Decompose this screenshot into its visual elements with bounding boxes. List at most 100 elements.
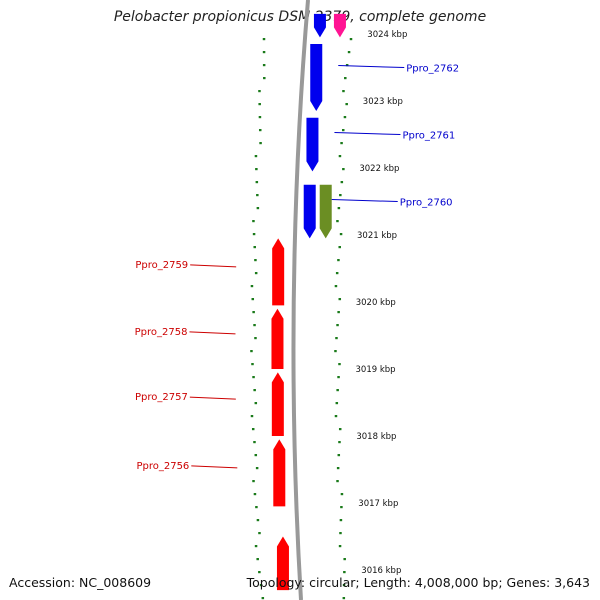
gene-features	[271, 13, 346, 591]
left-track-dot	[253, 441, 256, 444]
tick-label: 3016 kbp	[361, 566, 401, 576]
right-track-dot	[334, 350, 337, 353]
right-track-dot	[342, 597, 346, 600]
left-track-dot	[256, 194, 259, 197]
genome-backbone	[291, 0, 310, 600]
left-track-dot	[258, 571, 261, 574]
left-track-dot	[254, 337, 257, 340]
right-track-dot	[347, 51, 351, 54]
map-title: Pelobacter propionicus DSM 2379, complet…	[113, 9, 487, 25]
genome-summary-text: Topology: circular; Length: 4,008,000 bp…	[246, 575, 590, 590]
unlabeled-cds[interactable]	[313, 13, 326, 38]
left-track-dot	[254, 454, 258, 457]
right-track-dot	[340, 506, 343, 509]
accession-text: Accession: NC_008609	[9, 575, 152, 590]
gene-arrow-ppro_2758[interactable]	[271, 308, 284, 369]
tick-label: 3024 kbp	[367, 30, 407, 40]
left-track-dot	[263, 77, 266, 80]
right-track-dot	[341, 129, 345, 132]
gene-label-ppro_2756[interactable]: Ppro_2756	[136, 461, 189, 472]
gene-label-ppro_2758[interactable]: Ppro_2758	[135, 327, 188, 338]
left-track-dot	[258, 116, 262, 119]
left-track-dot	[258, 90, 261, 93]
left-track-dot	[255, 181, 259, 184]
tick-label: 3017 kbp	[358, 499, 398, 509]
gene-arrow-ppro_2760[interactable]	[303, 184, 316, 239]
tick-label: 3023 kbp	[363, 97, 403, 107]
right-track-dot	[339, 194, 342, 197]
right-track-dot	[338, 545, 342, 548]
left-track-dot	[261, 597, 265, 600]
left-track-dot	[254, 155, 258, 158]
right-track-dot	[338, 246, 341, 249]
left-track-dot	[255, 506, 258, 509]
right-track-dot	[344, 77, 347, 80]
left-track-dot	[254, 272, 258, 275]
left-track-dot	[262, 51, 266, 54]
right-track-dot	[337, 259, 340, 262]
left-track-dot	[250, 415, 254, 418]
left-track-dot	[251, 363, 254, 366]
right-track-dot	[338, 298, 342, 301]
right-track-dot	[340, 181, 344, 184]
left-track-dot	[250, 350, 253, 353]
gene-arrow-ppro_2761[interactable]	[306, 117, 319, 172]
gene-label-ppro_2761[interactable]: Ppro_2761	[402, 131, 455, 142]
tick-label: 3022 kbp	[359, 164, 399, 174]
tick-label: 3019 kbp	[356, 365, 396, 375]
left-track-dot	[254, 259, 257, 262]
left-track-dot	[255, 168, 258, 171]
left-track-dot	[252, 480, 255, 483]
left-track-dot	[253, 389, 256, 392]
left-track-dot	[258, 103, 261, 106]
left-track-dot	[258, 129, 262, 132]
left-track-dot	[259, 142, 262, 145]
gene-label-ppro_2762[interactable]: Ppro_2762	[406, 64, 459, 75]
left-track-dot	[251, 298, 255, 301]
gene-arrow-ppro_2762[interactable]	[310, 44, 323, 112]
right-track-dot	[338, 428, 342, 431]
gene-label-ppro_2757[interactable]: Ppro_2757	[135, 392, 188, 403]
gene-labels: Ppro_2762 Ppro_2761 Ppro_2760 Ppro_2759 Ppro…	[135, 64, 459, 472]
gene-arrow-ppro_2757[interactable]	[271, 372, 284, 436]
unlabeled-magenta-feature[interactable]	[333, 13, 346, 38]
right-track-dot	[343, 116, 347, 119]
left-track-dot	[252, 311, 255, 314]
left-track-dot	[252, 233, 256, 236]
right-track-dot	[340, 493, 344, 496]
left-track-dot	[259, 584, 263, 587]
right-track-dot	[335, 402, 339, 405]
right-track-dot	[339, 519, 343, 522]
left-track-dot	[252, 376, 255, 379]
left-track-dot	[253, 246, 256, 249]
right-track-dot	[338, 441, 341, 444]
left-track-dot	[254, 545, 258, 548]
unlabeled-olive-feature[interactable]	[319, 184, 332, 239]
left-track-dot	[251, 428, 255, 431]
right-track-dot	[349, 38, 353, 41]
right-track-dot	[336, 389, 339, 392]
gene-arrow-ppro_2756[interactable]	[273, 439, 286, 507]
tick-label: 3020 kbp	[356, 298, 396, 308]
gene-arrow-ppro_2759[interactable]	[272, 238, 285, 306]
right-track-dot	[336, 220, 339, 223]
left-track-dot	[254, 402, 258, 405]
right-track-dot	[338, 155, 342, 158]
left-track-dot	[256, 519, 260, 522]
right-track-dot	[336, 467, 340, 470]
unlabeled-cds[interactable]	[276, 536, 289, 591]
right-track-dot	[342, 168, 345, 171]
right-track-dot	[343, 558, 346, 561]
left-track-dot	[253, 493, 257, 496]
gene-label-ppro_2760[interactable]: Ppro_2760	[400, 198, 453, 209]
tick-label: 3018 kbp	[356, 432, 396, 442]
gc-dot-tracks	[250, 38, 353, 600]
gene-label-ppro_2759[interactable]: Ppro_2759	[135, 260, 188, 271]
right-track-dot	[337, 454, 341, 457]
left-track-dot	[255, 467, 259, 470]
left-track-dot	[262, 64, 266, 67]
left-track-dot	[250, 285, 254, 288]
right-track-dot	[337, 311, 340, 314]
right-track-dot	[336, 480, 339, 483]
